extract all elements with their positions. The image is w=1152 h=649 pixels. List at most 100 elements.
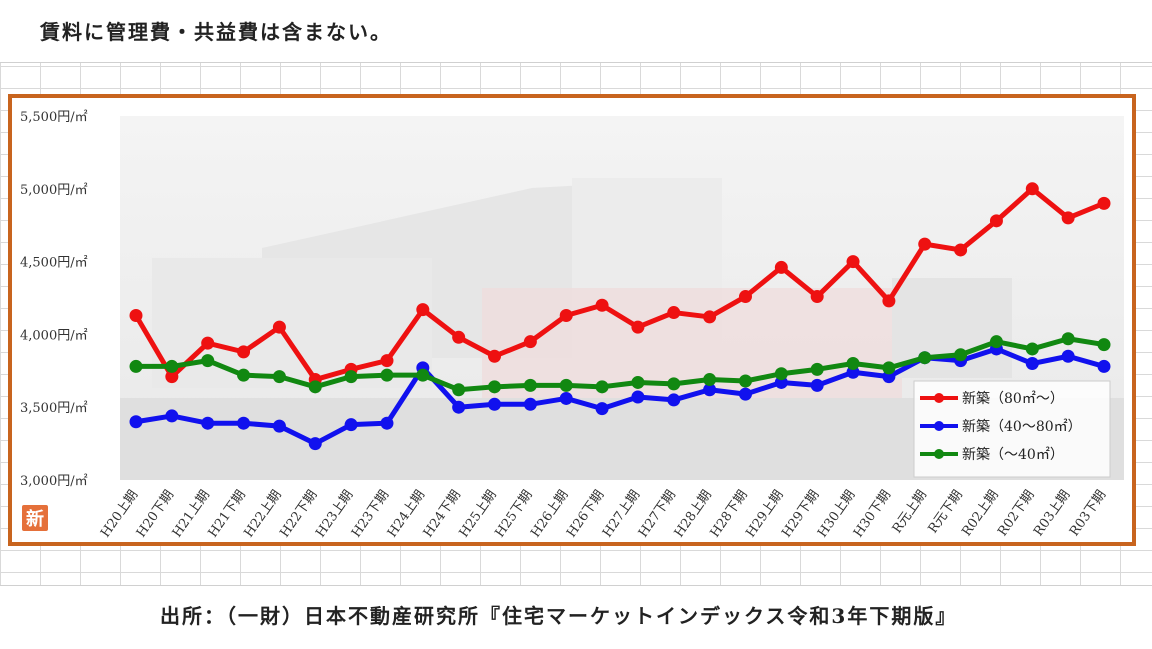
data-point [810,362,824,376]
data-point [918,237,932,251]
data-point [129,415,143,429]
series-line-1 [133,346,1107,447]
data-point [918,351,932,365]
series-line-2 [133,336,1107,393]
data-point [201,416,215,430]
data-point [989,335,1003,349]
data-point [308,437,322,451]
legend-swatch-marker [934,449,944,459]
legend-label: 新築（80㎡〜） [962,391,1064,407]
footer-band [0,585,1152,649]
data-point [1061,211,1075,225]
series-group [129,182,1111,451]
data-point [631,320,645,334]
data-point [667,377,681,391]
y-tick-label: 3,500円/㎡ [20,401,88,416]
data-point [738,387,752,401]
data-point [1025,342,1039,356]
data-point [488,397,502,411]
data-point [631,375,645,389]
data-point [1097,359,1111,373]
data-point [882,294,896,308]
data-point [703,383,717,397]
data-point [129,308,143,322]
data-point [846,357,860,371]
data-point [416,368,430,382]
data-point [1097,338,1111,352]
data-point [308,380,322,394]
legend-label: 新築（40〜80㎡） [962,419,1082,435]
data-point [559,378,573,392]
x-tick-label: R元上期 [890,488,930,537]
data-point [165,370,179,384]
y-tick-label: 4,500円/㎡ [20,256,88,271]
data-point [237,368,251,382]
legend-swatch-marker [934,421,944,431]
data-point [738,374,752,388]
data-point [488,349,502,363]
series-line-0 [133,186,1107,383]
data-point [237,345,251,359]
y-tick-label: 5,500円/㎡ [20,110,88,125]
data-point [488,380,502,394]
data-point [595,402,609,416]
data-point [667,393,681,407]
data-point [989,214,1003,228]
data-point [1025,357,1039,371]
data-point [416,303,430,317]
header-band [0,0,1152,63]
y-tick-label: 4,000円/㎡ [20,328,88,343]
rent-note: 賃料に管理費・共益費は含まない。 [40,20,392,44]
rent-line-chart: 5,500円/㎡ 5,000円/㎡ 4,500円/㎡ 4,000円/㎡ 3,500円/㎡… [20,110,1124,541]
data-point [631,390,645,404]
data-point [272,419,286,433]
data-point [1061,332,1075,346]
chart-frame: 5,500円/㎡ 5,000円/㎡ 4,500円/㎡ 4,000円/㎡ 3,500円/㎡… [8,94,1136,546]
data-point [1061,349,1075,363]
data-point [703,310,717,324]
source-note: 出所：（一財）日本不動産研究所『住宅マーケットインデックス令和3年下期版』 [160,604,958,628]
data-point [344,418,358,432]
data-point [774,260,788,274]
y-axis: 5,500円/㎡ 5,000円/㎡ 4,500円/㎡ 4,000円/㎡ 3,500円/㎡… [20,110,88,489]
legend-label: 新築（〜40㎡） [962,447,1064,463]
legend-swatch-marker [934,393,944,403]
x-axis: H20上期H20下期H21上期H21下期H22上期H22下期H23上期H23下期… [98,488,1109,541]
data-point [954,243,968,257]
new-badge-icon: 新 [22,505,48,531]
data-point [559,391,573,405]
data-point [452,400,466,414]
data-point [846,255,860,269]
data-point [703,373,717,387]
data-point [344,370,358,384]
legend: 新築（80㎡〜） 新築（40〜80㎡） 新築（〜40㎡） [913,380,1111,478]
data-point [882,361,896,375]
data-point [810,378,824,392]
y-tick-label: 5,000円/㎡ [20,183,88,198]
data-point [738,290,752,304]
data-point [774,367,788,381]
data-point [201,354,215,368]
data-point [452,383,466,397]
data-point [559,308,573,322]
data-point [810,290,824,304]
data-point [523,335,537,349]
data-point [595,380,609,394]
data-point [380,368,394,382]
data-point [380,354,394,368]
data-point [954,348,968,362]
y-tick-label: 3,000円/㎡ [20,474,88,489]
data-point [201,336,215,350]
data-point [1025,182,1039,196]
data-point [595,298,609,312]
data-point [452,330,466,344]
data-point [523,397,537,411]
data-point [523,378,537,392]
data-point [272,370,286,384]
data-point [667,306,681,320]
data-point [272,320,286,334]
data-point [165,359,179,373]
data-point [237,416,251,430]
data-point [165,409,179,423]
x-tick-label: R03下期 [1067,488,1109,539]
